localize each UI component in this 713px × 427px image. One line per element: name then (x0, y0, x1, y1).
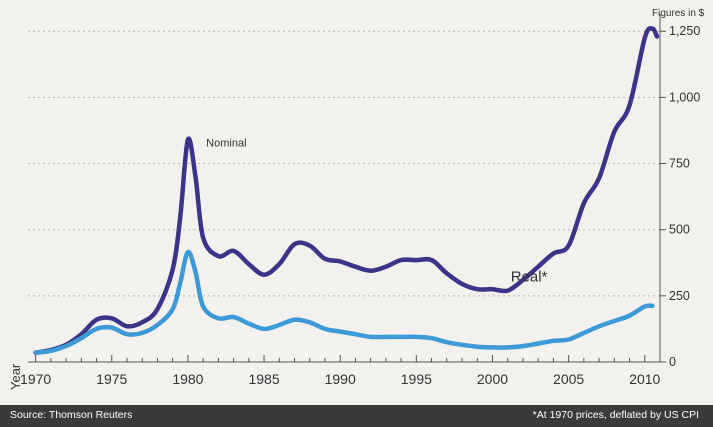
series-line-nominal (33, 26, 660, 355)
y-tick-label: 1,250 (669, 24, 700, 38)
unit-label: Figures in $ (652, 8, 705, 19)
x-tick-label: 1995 (401, 371, 432, 387)
footer-bar: Source: Thomson Reuters *At 1970 prices,… (0, 405, 713, 427)
series-line-real (33, 249, 655, 355)
x-tick-label: 1990 (325, 371, 356, 387)
x-tick-label: 1975 (96, 371, 127, 387)
y-tick-label: 750 (669, 157, 690, 171)
x-axis-label: Year (8, 363, 23, 390)
y-tick-label: 1,000 (669, 90, 700, 104)
y-tick-label: 500 (669, 223, 690, 237)
x-tick-label: 1980 (172, 371, 203, 387)
x-tick-label: 2000 (477, 371, 508, 387)
x-tick-label: 2005 (553, 371, 584, 387)
series-label-real: Real* (511, 268, 548, 285)
footnote-text: *At 1970 prices, deflated by US CPI (532, 409, 699, 421)
source-text: Source: Thomson Reuters (10, 409, 133, 421)
chart-svg: 0 250 500 750 1,000 1,250 1970 1975 1980 1985 1990… (8, 14, 700, 390)
series-label-nominal: Nominal (206, 137, 246, 149)
x-tick-label: 1970 (20, 371, 51, 387)
x-tick-label: 1985 (248, 371, 279, 387)
y-tick-label: 250 (669, 289, 690, 303)
x-tick-label: 2010 (629, 371, 660, 387)
y-tick-label: 0 (669, 355, 676, 369)
